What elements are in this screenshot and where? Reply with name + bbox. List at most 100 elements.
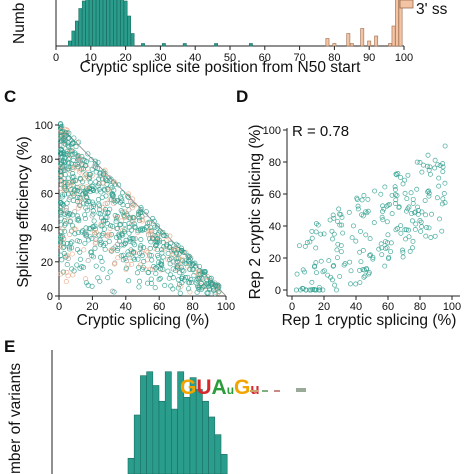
panel-d-point	[358, 259, 364, 265]
panel-c-point	[65, 144, 72, 150]
panel-c-point	[75, 164, 81, 170]
panel-d-point	[400, 247, 405, 253]
panel-c-point	[128, 261, 135, 267]
panel-c-point	[103, 177, 109, 183]
panel-c-point	[136, 217, 143, 224]
panel-c-point	[154, 225, 160, 231]
panel-c-point	[66, 244, 72, 250]
panel-d-point	[439, 201, 445, 207]
panel-d-point	[429, 211, 435, 217]
panel-d-point	[318, 258, 324, 264]
panel-c-point	[120, 252, 126, 258]
panel-c-point	[190, 267, 196, 273]
panel-c-point	[147, 227, 153, 233]
panel-d-point	[388, 249, 394, 255]
panel-d-point	[410, 196, 416, 202]
panel-d-point	[425, 152, 431, 158]
panel-c-point	[90, 254, 97, 260]
panel-c-point	[96, 232, 102, 238]
panel-d-point	[419, 224, 425, 230]
panel-c-point	[202, 269, 208, 275]
panel-c-point	[108, 197, 115, 203]
panel-b-bar	[113, 0, 118, 47]
panel-c-point	[59, 167, 65, 174]
panel-d-point	[418, 219, 424, 225]
panel-c-point	[120, 209, 126, 215]
panel-c-point	[139, 227, 146, 233]
panel-c-point	[120, 232, 126, 238]
panel-d-point	[338, 243, 344, 248]
panel-c-point	[100, 171, 106, 178]
panel-d-point	[348, 281, 353, 287]
panel-c-point	[85, 237, 92, 243]
panel-c-point	[116, 182, 122, 188]
panel-d-point	[351, 223, 356, 229]
panel-d-point	[312, 264, 318, 270]
panel-d-x-tick-label: 20	[318, 301, 330, 313]
panel-e-bar	[171, 408, 178, 474]
panel-c-point	[132, 242, 138, 248]
panel-c-point	[83, 225, 89, 231]
panel-c-point	[87, 179, 93, 185]
panel-c-point	[72, 209, 78, 215]
panel-b-bar	[395, 0, 399, 47]
panel-d-point	[330, 212, 336, 218]
panel-c-point	[212, 282, 218, 288]
panel-c-point	[66, 130, 72, 136]
panel-c-point	[145, 280, 151, 286]
panel-c: C Splicing efficiency (%) 0 20 40 60 80 100 0…	[4, 87, 235, 329]
panel-d-point	[362, 273, 368, 279]
panel-e-bars	[127, 371, 228, 474]
panel-c-point	[105, 209, 111, 215]
panel-c-point	[58, 147, 64, 153]
panel-c-point	[97, 173, 103, 179]
panel-c-point	[129, 205, 135, 211]
panel-d-point	[382, 184, 388, 190]
sequence-logo-text: GUAuGu	[180, 376, 260, 399]
panel-d-point	[435, 162, 441, 168]
panel-b-bar	[74, 20, 79, 47]
panel-b-x-label: Cryptic splice site position from N50 st…	[80, 59, 362, 76]
panel-c-point	[76, 160, 82, 166]
panel-d-point	[404, 196, 410, 202]
panel-b-bar	[374, 35, 379, 47]
panel-c-point	[62, 179, 68, 186]
panel-d-point	[359, 197, 365, 203]
panel-d-point	[440, 196, 446, 202]
panel-c-point	[66, 175, 72, 181]
panel-b-legend-label: 3' ss	[416, 1, 448, 18]
panel-e: E mber of variants GUAuGu	[4, 337, 306, 474]
panel-b-x-tick-label: 70	[293, 52, 305, 64]
panel-c-x-label: Cryptic splicing (%)	[77, 312, 210, 329]
panel-d-point	[379, 214, 385, 220]
panel-b-bar	[85, 0, 90, 47]
panel-c-y-label: Splicing efficiency (%)	[15, 136, 32, 287]
panel-d-point	[426, 190, 432, 196]
panel-c-point	[59, 133, 65, 139]
panel-d-point	[357, 280, 363, 286]
panel-b-x-tick-label: 20	[119, 52, 131, 64]
panel-c-point	[131, 250, 137, 256]
panel-d-point	[316, 284, 322, 290]
panel-c-point	[83, 162, 89, 169]
panel-d-point	[403, 236, 409, 242]
panel-d-y-tick-label: 20	[269, 253, 281, 265]
panel-d-point	[414, 186, 420, 192]
panel-d-point	[406, 227, 411, 233]
sequence-logo-tail	[262, 390, 268, 392]
panel-d-point	[367, 253, 372, 258]
panel-c-point	[59, 178, 65, 184]
panel-e-bar	[195, 389, 203, 474]
panel-b-bar	[120, 0, 125, 47]
panel-c-point	[121, 209, 127, 215]
panel-d-point	[380, 209, 386, 214]
panel-c-point	[76, 154, 82, 160]
panel-d-x-ticks: 0 20 40 60 80 100	[289, 296, 461, 313]
panel-d-point	[353, 281, 359, 287]
panel-d-point	[419, 209, 425, 215]
panel-d-point	[402, 190, 408, 196]
panel-d-point	[426, 188, 432, 194]
panel-d-point	[309, 228, 315, 234]
panel-d-point	[393, 201, 398, 206]
panel-b-bar	[360, 28, 365, 47]
